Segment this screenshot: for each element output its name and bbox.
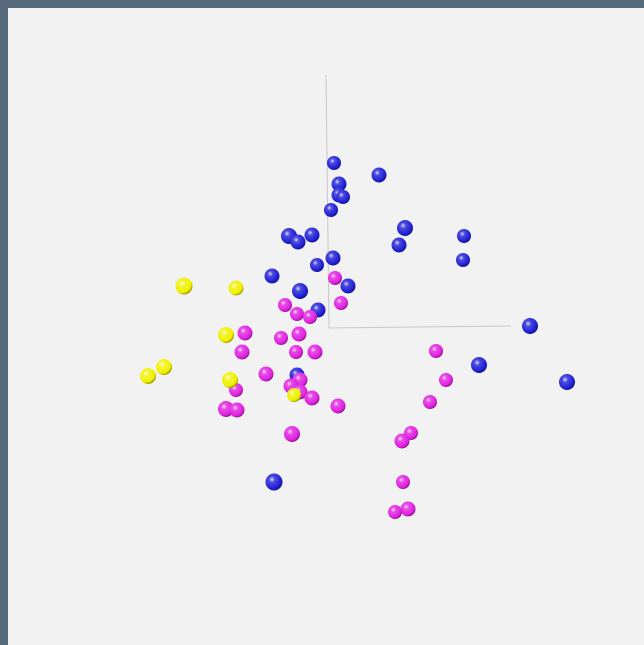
sphere-point <box>423 395 437 409</box>
sphere-point <box>258 366 274 382</box>
sphere-point <box>265 473 283 491</box>
axis-vertical <box>325 74 330 329</box>
sphere-point <box>289 345 303 359</box>
sphere-point <box>237 325 253 341</box>
sphere-point <box>228 280 244 296</box>
sphere-point <box>284 426 300 442</box>
sphere-point <box>304 390 320 406</box>
sphere-point <box>429 344 443 358</box>
sphere-point <box>290 234 306 250</box>
points-layer <box>140 156 575 519</box>
sphere-point <box>292 283 308 299</box>
sphere-point <box>340 278 356 294</box>
sphere-point <box>439 373 453 387</box>
sphere-point <box>218 327 234 343</box>
sphere-point <box>388 505 402 519</box>
sphere-point <box>229 402 245 418</box>
sphere-point <box>334 296 348 310</box>
sphere-point <box>391 237 407 253</box>
sphere-point <box>156 359 172 375</box>
sphere-point <box>222 372 238 388</box>
sphere-point <box>140 368 156 384</box>
sphere-point <box>324 203 338 217</box>
sphere-point <box>456 253 470 267</box>
sphere-point <box>290 307 304 321</box>
sphere-point <box>287 388 301 402</box>
sphere-point <box>336 190 350 204</box>
sphere-point <box>264 268 280 284</box>
sphere-point <box>331 176 347 192</box>
sphere-point <box>291 326 307 342</box>
sphere-point <box>559 374 575 390</box>
sphere-point <box>278 298 292 312</box>
sphere-point <box>328 271 342 285</box>
axis-horizontal <box>328 325 512 329</box>
sphere-point <box>330 398 346 414</box>
sphere-point <box>327 156 341 170</box>
sphere-point <box>522 318 538 334</box>
sphere-point <box>325 250 341 266</box>
axes-layer <box>325 74 512 329</box>
sphere-point <box>304 227 320 243</box>
sphere-point <box>218 401 234 417</box>
sphere-point <box>303 310 317 324</box>
sphere-point <box>234 344 250 360</box>
sphere-point <box>175 277 193 295</box>
sphere-point <box>457 229 471 243</box>
sphere-point <box>371 167 387 183</box>
sphere-point <box>400 501 416 517</box>
sphere-point <box>396 475 410 489</box>
sphere-point <box>471 357 487 373</box>
sphere-point <box>307 344 323 360</box>
sphere-point <box>310 258 324 272</box>
sphere-point <box>274 331 288 345</box>
sphere-point <box>397 220 413 236</box>
sphere-point <box>394 433 410 449</box>
scatter-plot-3d[interactable] <box>8 8 644 645</box>
